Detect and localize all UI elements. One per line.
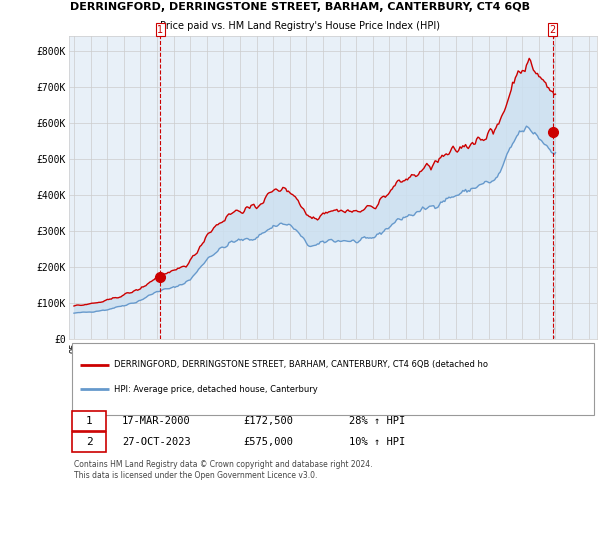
Text: 1: 1 [86,416,92,426]
Text: 10% ↑ HPI: 10% ↑ HPI [349,437,405,447]
Text: 28% ↑ HPI: 28% ↑ HPI [349,416,405,426]
Text: Price paid vs. HM Land Registry's House Price Index (HPI): Price paid vs. HM Land Registry's House … [160,21,440,31]
Text: £575,000: £575,000 [243,437,293,447]
Text: £172,500: £172,500 [243,416,293,426]
Text: 1: 1 [157,25,164,35]
Text: 17-MAR-2000: 17-MAR-2000 [122,416,191,426]
FancyBboxPatch shape [71,343,595,415]
FancyBboxPatch shape [71,412,106,431]
Text: Contains HM Land Registry data © Crown copyright and database right 2024.
This d: Contains HM Land Registry data © Crown c… [74,460,373,480]
Text: DERRINGFORD, DERRINGSTONE STREET, BARHAM, CANTERBURY, CT4 6QB (detached ho: DERRINGFORD, DERRINGSTONE STREET, BARHAM… [114,360,488,369]
Text: 2: 2 [86,437,92,447]
Text: 2: 2 [550,25,556,35]
FancyBboxPatch shape [71,432,106,452]
Text: HPI: Average price, detached house, Canterbury: HPI: Average price, detached house, Cant… [114,385,317,394]
Text: 27-OCT-2023: 27-OCT-2023 [122,437,191,447]
Text: DERRINGFORD, DERRINGSTONE STREET, BARHAM, CANTERBURY, CT4 6QB: DERRINGFORD, DERRINGSTONE STREET, BARHAM… [70,2,530,12]
